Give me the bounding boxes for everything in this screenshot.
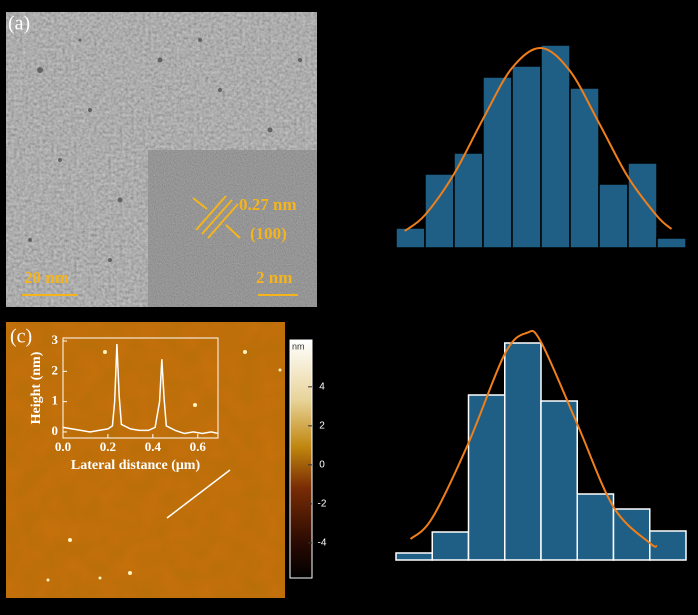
x-tick-label: 0.6 (190, 439, 207, 454)
x-tick-label: 0.2 (100, 439, 116, 454)
y-axis-label: Height (nm) (29, 351, 44, 424)
bar (504, 342, 542, 561)
y-tick-label: 2 (52, 362, 59, 377)
bar (395, 552, 433, 561)
axes-frame (62, 337, 219, 439)
bar (569, 87, 600, 249)
bar (598, 183, 629, 249)
colorbar-tick-label: -2 (318, 499, 327, 510)
d-spacing-label: 0.27 nm (239, 195, 297, 214)
bar (424, 173, 455, 249)
x-tick-label: 0.0 (55, 439, 71, 454)
panel-label: (a) (8, 13, 30, 35)
scale-bar-label: 20 nm (24, 268, 69, 287)
bar (627, 162, 658, 249)
x-axis-label: Lateral distance (μm) (71, 458, 201, 473)
bar (482, 76, 513, 249)
colorbar-tick-label: 0 (319, 459, 325, 470)
panel-label: (c) (10, 326, 32, 348)
height-profile (62, 344, 219, 435)
y-tick-label: 1 (52, 393, 59, 408)
bar (511, 65, 542, 249)
bar (656, 237, 687, 249)
colorbar-tick-label: 2 (319, 420, 325, 431)
colorbar-tick-label: -4 (318, 538, 327, 549)
afm-image: (c) (6, 322, 285, 598)
colorbar-tick-label: 4 (319, 381, 325, 392)
bar (453, 152, 484, 249)
colorbar-label: nm (292, 341, 305, 351)
plane-label: (100) (250, 224, 287, 243)
colorbar-frame (289, 339, 313, 579)
bar (540, 44, 571, 249)
bar (649, 530, 687, 561)
bar (576, 493, 615, 561)
y-tick-label: 3 (52, 332, 59, 347)
colorbar (290, 340, 312, 578)
bar (395, 227, 426, 249)
x-tick-label: 0.4 (145, 439, 162, 454)
bar (431, 531, 470, 561)
fit-curve (404, 46, 673, 232)
bar (540, 400, 578, 561)
tem-image: (a) 20 nm 2 nm 0.27 nm (100) (6, 12, 317, 307)
bar (612, 508, 651, 561)
y-tick-label: 0 (52, 423, 59, 438)
fit-curve (409, 329, 658, 548)
inset-scale-bar-label: 2 nm (256, 268, 292, 287)
bar (467, 394, 506, 561)
